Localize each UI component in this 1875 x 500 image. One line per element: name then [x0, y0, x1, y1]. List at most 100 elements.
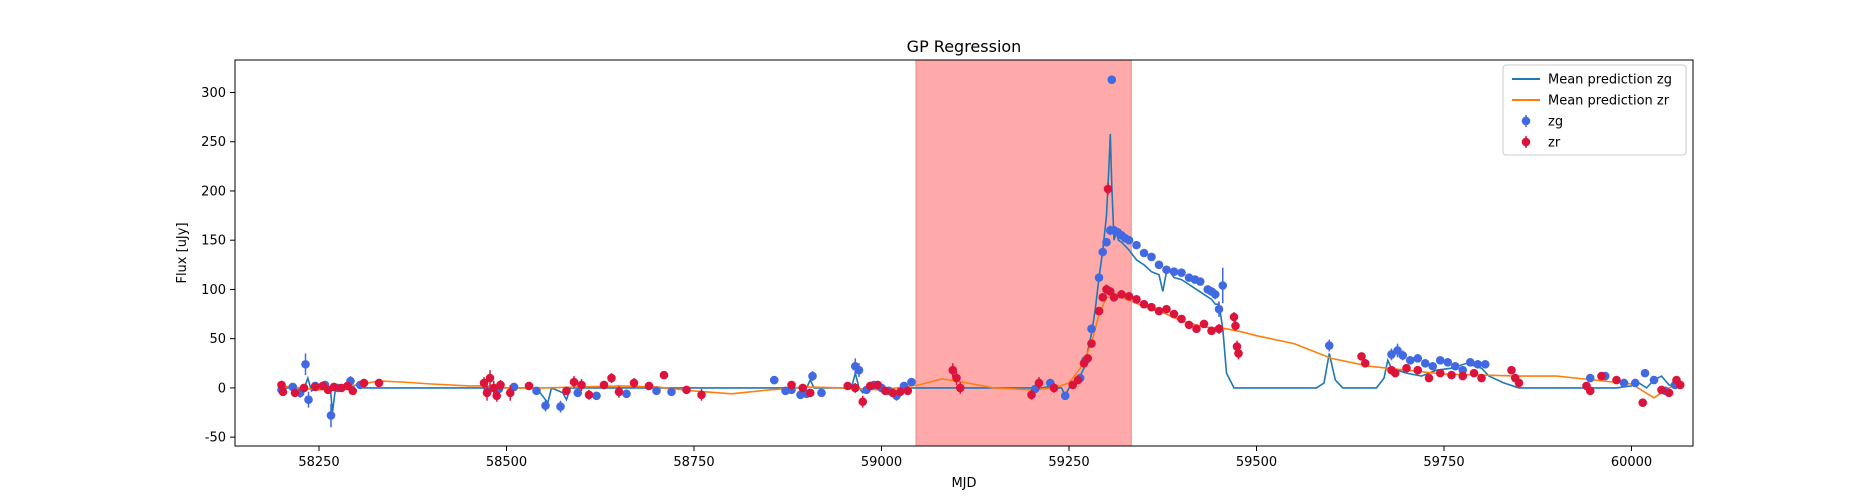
data-point-zr: [682, 385, 691, 395]
x-tick-label: 59000: [861, 455, 902, 470]
data-point-zr: [524, 381, 534, 391]
data-point-zr: [1638, 398, 1648, 407]
data-point-zr: [1585, 386, 1595, 396]
legend-point-swatch: [1521, 137, 1531, 147]
data-point-zg: [1214, 304, 1224, 314]
x-tick-label: 59750: [1423, 455, 1464, 470]
data-point-zr: [489, 383, 499, 393]
legend-label: zg: [1548, 115, 1563, 130]
data-point-zg: [1195, 277, 1205, 286]
legend-label: Mean prediction zg: [1548, 73, 1672, 88]
data-point-zg: [1585, 373, 1595, 383]
data-point-zr: [1447, 370, 1456, 380]
y-tick-label: -50: [205, 431, 226, 446]
data-point-zg: [301, 359, 310, 369]
data-point-zr: [1154, 306, 1164, 316]
data-point-zr: [787, 380, 796, 390]
data-point-zr: [858, 397, 868, 406]
data-point-zr: [584, 390, 594, 400]
data-point-zg: [1619, 378, 1629, 388]
data-point-zr: [329, 382, 339, 392]
data-point-zg: [326, 411, 336, 420]
data-point-zr: [805, 388, 815, 398]
data-point-zr: [1034, 378, 1044, 388]
data-point-zr: [1435, 368, 1445, 378]
data-point-zg: [1458, 365, 1468, 375]
data-point-zg: [1102, 237, 1111, 247]
data-point-zr: [1177, 314, 1186, 324]
data-point-zr: [1477, 373, 1486, 383]
data-point-zr: [955, 383, 965, 393]
data-point-zr: [865, 381, 875, 391]
data-point-zg: [573, 388, 583, 398]
x-axis-title: MJD: [951, 476, 976, 491]
data-point-zg: [1324, 341, 1334, 350]
plot-contents: [277, 75, 1685, 428]
shaded-region: [915, 59, 1132, 447]
data-point-zr: [1162, 304, 1171, 314]
data-point-zg: [1450, 361, 1460, 371]
data-point-zg: [1087, 324, 1096, 334]
data-point-zr: [798, 383, 808, 393]
data-point-zr: [1234, 349, 1243, 358]
data-point-zr: [492, 391, 502, 401]
data-point-zr: [277, 380, 286, 390]
data-point-zg: [556, 402, 565, 411]
y-tick-label: 250: [201, 135, 226, 150]
x-tick-label: 58750: [673, 455, 714, 470]
data-point-zg: [1139, 248, 1149, 258]
data-point-zg: [1649, 375, 1659, 385]
data-point-zr: [1597, 371, 1606, 381]
data-point-zr: [310, 382, 320, 392]
series-zr: [277, 183, 1685, 408]
y-axis-title: Flux [uJy]: [175, 222, 190, 283]
data-point-zr: [485, 373, 495, 383]
data-point-zg: [1443, 358, 1453, 367]
data-point-zr: [577, 380, 586, 390]
data-point-zg: [1473, 359, 1483, 369]
data-point-zr: [843, 381, 853, 391]
x-tick-label: 58500: [486, 455, 527, 470]
data-point-zg: [622, 389, 631, 399]
data-point-zr: [1098, 293, 1108, 302]
y-tick-label: 0: [218, 381, 226, 396]
y-tick-label: 300: [201, 86, 226, 101]
data-point-zr: [1147, 302, 1156, 312]
data-point-zr: [1109, 293, 1119, 302]
data-point-zr: [1360, 358, 1370, 368]
data-point-zr: [659, 370, 669, 380]
y-tick-label: 150: [201, 234, 226, 249]
data-point-zg: [1640, 368, 1650, 378]
plot-area: 58250 58500 58750 59000 59250 59500 59750 60000…: [201, 59, 1694, 470]
data-point-zr: [1169, 309, 1179, 319]
data-point-zg: [1132, 240, 1141, 250]
data-point-zg: [1060, 391, 1070, 401]
data-point-zg: [1098, 247, 1108, 257]
data-point-zr: [278, 387, 288, 397]
data-point-zr: [299, 383, 309, 393]
x-tick-label: 60000: [1611, 455, 1652, 470]
legend: Mean prediction zg Mean prediction zr zg zr: [1502, 64, 1687, 156]
data-point-zg: [1413, 354, 1423, 363]
legend-box: [1502, 64, 1687, 156]
data-point-zr: [880, 386, 890, 396]
data-point-zg: [652, 386, 661, 396]
data-point-zr: [562, 386, 571, 396]
chart-title: GP Regression: [907, 37, 1022, 56]
x-tick-label: 58250: [298, 455, 339, 470]
data-point-zr: [374, 378, 384, 388]
data-point-zg: [1154, 260, 1164, 270]
data-point-zr: [1124, 292, 1134, 301]
data-point-zg: [1177, 268, 1186, 277]
data-point-zr: [903, 386, 913, 396]
data-point-zg: [1210, 290, 1220, 299]
data-point-zr: [496, 380, 505, 390]
y-tick-label: 100: [201, 283, 226, 298]
data-point-zg: [769, 375, 779, 385]
legend-point-swatch: [1521, 116, 1531, 126]
data-point-zr: [348, 386, 358, 396]
data-point-zr: [1507, 365, 1516, 375]
data-point-zr: [569, 377, 579, 387]
data-point-zr: [1117, 290, 1126, 299]
